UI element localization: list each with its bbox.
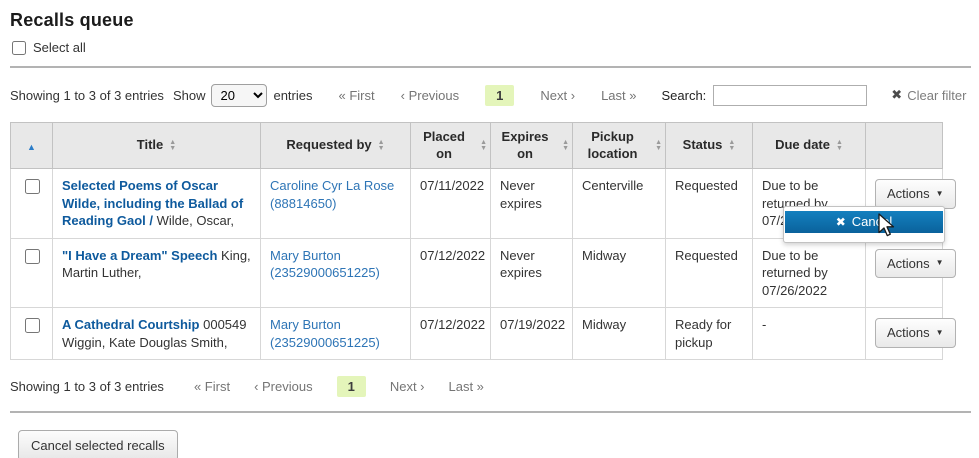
column-header-due-date[interactable]: Due date ▲ ▼ [752,122,866,169]
expires-on-cell: 07/19/2022 [490,307,573,361]
current-page[interactable]: 1 [336,375,366,397]
row-checkbox[interactable] [24,318,40,334]
entries-label: entries [273,87,313,103]
column-header-pickup-location[interactable]: Pickup location ▲ ▼ [572,122,666,169]
table-controls-top: Showing 1 to 3 of 3 entries Show 20 entr… [10,83,979,107]
divider-top [10,66,971,68]
select-all[interactable]: Select all [12,40,979,55]
expires-on-cell: Never expires [490,237,573,309]
title-cell: "I Have a Dream" Speech King, Martin Lut… [52,237,261,309]
sort-icon: ▲ ▼ [480,138,487,152]
caret-down-icon: ▼ [935,328,944,338]
pagination-top: « First ‹ Previous 1 Next › Last » [338,84,637,106]
actions-dropdown-menu: ✖ Cancel [783,206,945,243]
page-size-control: Show 20 entries [172,83,313,107]
table-row: A Cathedral Courtship 000549 Wiggin, Kat… [10,307,956,361]
select-all-label: Select all [33,40,86,55]
show-label: Show [172,87,206,103]
column-header-actions [865,122,943,169]
current-page[interactable]: 1 [485,84,515,106]
status-cell: Requested [665,237,753,309]
first-page-link[interactable]: « First [338,87,375,103]
page-size-select[interactable]: 20 [211,83,268,107]
due-date-cell: - [752,307,866,361]
first-page-link[interactable]: « First [193,378,231,394]
column-header-status[interactable]: Status ▲ ▼ [665,122,753,169]
recalls-table: ▲ Title ▲ ▼ Requested by ▲ ▼ Placed on ▲ ▼ Exp… [10,122,956,361]
title-cell: Selected Poems of Oscar Wilde, including… [52,168,261,239]
clear-filter-button[interactable]: ✖ Clear filter [891,87,966,103]
table-row: "I Have a Dream" Speech King, Martin Lut… [10,237,956,309]
sort-icon: ▲ ▼ [562,138,569,152]
previous-page-link[interactable]: ‹ Previous [400,87,460,103]
showing-info-bottom: Showing 1 to 3 of 3 entries [10,378,164,394]
sort-icon: ▲ ▼ [169,138,177,152]
title-author: 000549 Wiggin, Kate Douglas Smith, [62,317,247,350]
title-author: Wilde, Oscar, [156,213,234,229]
row-checkbox[interactable] [24,179,40,194]
table-controls-bottom: Showing 1 to 3 of 3 entries « First ‹ Pr… [10,374,979,398]
actions-button[interactable]: Actions ▼ [875,248,956,279]
clear-filter-label: Clear filter [907,87,967,103]
sort-icon: ▲ ▼ [835,138,843,152]
x-icon: ✖ [835,214,846,229]
cancel-selected-recalls-button[interactable]: Cancel selected recalls [18,430,178,458]
placed-on-cell: 07/12/2022 [410,307,491,361]
previous-page-link[interactable]: ‹ Previous [254,378,313,394]
x-icon: ✖ [891,87,903,102]
patron-link[interactable]: Caroline Cyr La Rose (88814650) [270,178,395,211]
sort-icon: ▲ ▼ [655,138,662,152]
row-checkbox[interactable] [24,248,40,264]
column-header-requested-by[interactable]: Requested by ▲ ▼ [260,122,411,169]
actions-button[interactable]: Actions ▼ [875,318,956,348]
showing-info-top: Showing 1 to 3 of 3 entries [10,87,164,103]
sort-ascending-icon: ▲ [27,142,36,152]
title-link[interactable]: A Cathedral Courtship [62,317,200,333]
placed-on-cell: 07/12/2022 [410,237,491,309]
sort-icon: ▲ ▼ [728,138,736,152]
title-author: King, Martin Luther, [62,247,251,281]
last-page-link[interactable]: Last » [448,378,484,394]
title-link[interactable]: Selected Poems of Oscar Wilde, including… [62,178,244,229]
title-cell: A Cathedral Courtship 000549 Wiggin, Kat… [52,307,261,361]
pagination-bottom: « First ‹ Previous 1 Next › Last » [193,375,484,397]
last-page-link[interactable]: Last » [601,87,637,103]
patron-link[interactable]: Mary Burton (23529000651225) [270,247,380,281]
actions-button[interactable]: Actions ▼ [875,179,956,209]
pickup-location-cell: Midway [572,237,666,309]
due-date-cell: Due to be returned by 07/26/2022 [752,237,866,309]
requested-by-cell: Mary Burton (23529000651225) [260,237,411,309]
column-header-sort[interactable]: ▲ [10,122,53,169]
column-header-expires-on[interactable]: Expires on ▲ ▼ [490,122,573,169]
pickup-location-cell: Centerville [572,168,666,239]
requested-by-cell: Mary Burton (23529000651225) [260,307,411,361]
column-header-placed-on[interactable]: Placed on ▲ ▼ [410,122,491,169]
pickup-location-cell: Midway [572,307,666,361]
expires-on-cell: Never expires [490,168,573,239]
next-page-link[interactable]: Next › [389,378,425,394]
placed-on-cell: 07/11/2022 [410,168,491,239]
sort-icon: ▲ ▼ [377,138,385,152]
cancel-menu-label: Cancel [851,214,893,229]
column-header-title[interactable]: Title ▲ ▼ [52,122,261,169]
search-label: Search: [661,87,707,103]
select-all-checkbox[interactable] [12,40,26,55]
divider-bottom [10,411,971,414]
requested-by-cell: Caroline Cyr La Rose (88814650) [260,168,411,239]
status-cell: Ready for pickup [665,307,753,361]
caret-down-icon: ▼ [935,188,944,198]
cancel-recall-menu-item[interactable]: ✖ Cancel [785,211,943,233]
next-page-link[interactable]: Next › [540,87,576,103]
status-cell: Requested [665,168,753,239]
search-control: Search: [661,84,868,106]
title-link[interactable]: "I Have a Dream" Speech [62,247,218,263]
caret-down-icon: ▼ [935,258,944,268]
page-title: Recalls queue [10,10,134,30]
patron-link[interactable]: Mary Burton (23529000651225) [270,317,380,350]
search-input[interactable] [713,84,868,106]
table-header-row: ▲ Title ▲ ▼ Requested by ▲ ▼ Placed on ▲ ▼ Exp… [10,122,943,169]
